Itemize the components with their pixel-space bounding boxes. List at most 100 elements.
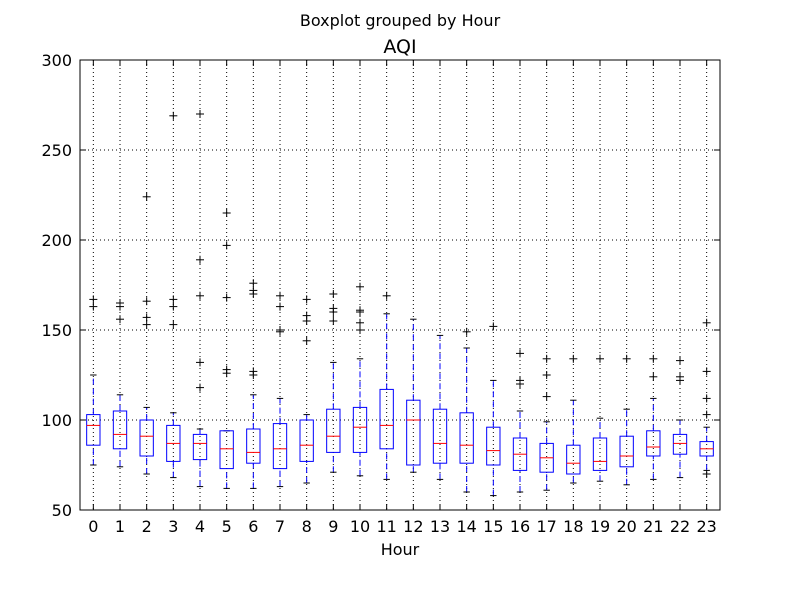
iqr-box: [486, 426, 501, 466]
x-tick-label: 20: [616, 517, 636, 536]
flier-point: [302, 311, 311, 320]
x-axis: 0 1 2 3 4 5 6 7 8 9 10 11 12 13 14 15 16 17 18 19 20 21 22 23: [88, 60, 717, 536]
flier-point: [222, 209, 231, 217]
flier-point: [702, 394, 711, 403]
iqr-box: [459, 412, 474, 464]
box-group-7: [272, 291, 288, 488]
iqr-box: [192, 433, 208, 461]
x-tick-label: 18: [563, 517, 583, 536]
flier-point: [302, 336, 311, 345]
iqr-box: [299, 419, 314, 462]
axes-frame: [79, 59, 721, 511]
flier-point: [169, 302, 178, 311]
flier-point: [516, 349, 524, 358]
iqr-box: [219, 430, 234, 470]
box-group-22: [672, 356, 688, 479]
box-group-21: [646, 354, 661, 480]
x-tick-label: 10: [350, 517, 370, 536]
flier-point: [249, 279, 258, 288]
flier-point: [649, 354, 658, 363]
flier-point: [196, 383, 204, 392]
flier-point: [462, 327, 471, 336]
flier-point: [676, 356, 684, 365]
flier-point: [596, 354, 604, 363]
x-axis-label: Hour: [381, 540, 420, 559]
iqr-box: [246, 428, 261, 464]
x-tick-label: 17: [536, 517, 556, 536]
iqr-box: [566, 444, 581, 475]
flier-point: [542, 354, 551, 363]
x-tick-label: 14: [456, 517, 476, 536]
x-tick-label: 15: [483, 517, 503, 536]
flier-point: [276, 291, 284, 300]
flier-point: [356, 318, 364, 327]
flier-point: [356, 326, 364, 334]
y-tick-label: 50: [52, 501, 72, 520]
box-group-11: [379, 291, 394, 480]
x-tick-label: 4: [195, 517, 205, 536]
grid-lines: [80, 60, 720, 510]
y-tick-label: 200: [41, 231, 72, 250]
flier-point: [222, 293, 231, 302]
iqr-box: [672, 433, 688, 455]
iqr-box: [352, 406, 368, 453]
flier-point: [222, 241, 231, 250]
flier-point: [516, 376, 524, 385]
box-group-15: [486, 322, 501, 497]
x-tick-label: 23: [696, 517, 716, 536]
flier-point: [649, 372, 658, 381]
flier-point: [169, 295, 178, 304]
flier-point: [542, 371, 551, 379]
x-tick-label: 12: [403, 517, 423, 536]
flier-point: [382, 291, 391, 300]
box-group-6: [246, 279, 261, 489]
flier-point: [702, 410, 711, 419]
y-tick-label: 300: [41, 51, 72, 70]
x-tick-label: 16: [510, 517, 530, 536]
box-group-5: [219, 209, 234, 489]
flier-point: [702, 470, 711, 478]
flier-point: [196, 110, 204, 118]
flier-point: [249, 367, 258, 376]
box-group-3: [166, 111, 181, 479]
flier-point: [142, 192, 151, 201]
box-group-2: [139, 192, 154, 475]
box-group-23: [699, 318, 714, 478]
flier-point: [276, 326, 284, 334]
flier-point: [249, 286, 258, 295]
flier-point: [196, 358, 204, 367]
x-tick-label: 1: [115, 517, 125, 536]
flier-point: [276, 302, 284, 311]
flier-point: [89, 295, 98, 304]
x-tick-label: 22: [670, 517, 690, 536]
flier-point: [142, 313, 151, 322]
x-tick-label: 21: [643, 517, 663, 536]
chart-title: AQI: [383, 36, 416, 58]
x-tick-label: 9: [328, 517, 338, 536]
y-tick-label: 250: [41, 141, 72, 160]
box-group-1: [112, 299, 128, 468]
flier-point: [489, 322, 498, 331]
flier-point: [702, 367, 711, 376]
iqr-box: [272, 423, 288, 470]
x-tick-label: 0: [88, 517, 98, 536]
x-tick-label: 3: [168, 517, 178, 536]
y-tick-label: 150: [41, 321, 72, 340]
flier-point: [196, 291, 204, 300]
iqr-box: [592, 437, 608, 471]
flier-point: [142, 320, 151, 329]
y-axis: 50 100 150 200 250 300: [41, 51, 720, 520]
box-group-9: [326, 290, 341, 473]
flier-point: [329, 290, 338, 298]
box-group-4: [192, 110, 208, 488]
flier-point: [142, 297, 151, 306]
iqr-box: [646, 430, 661, 457]
flier-point: [196, 255, 204, 264]
flier-point: [329, 317, 338, 325]
box-group-10: [352, 282, 368, 477]
x-tick-label: 8: [302, 517, 312, 536]
box-group-12: [406, 318, 421, 473]
flier-point: [356, 306, 364, 315]
flier-point: [542, 392, 551, 401]
